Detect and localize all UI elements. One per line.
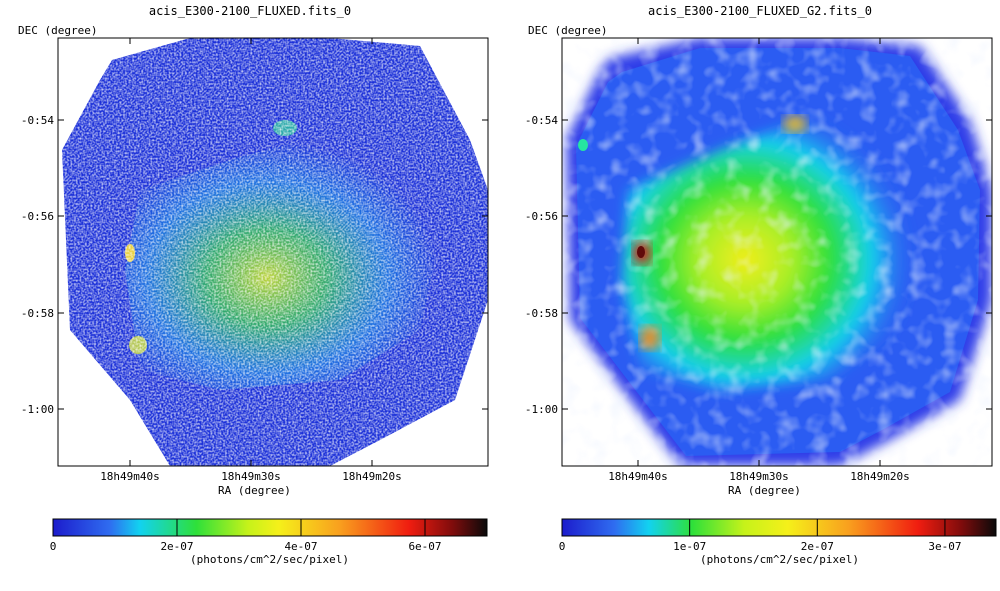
left-colorbar-tick-label: 6e-07 xyxy=(408,540,441,553)
right-x-axis: 18h49m40s 18h49m30s 18h49m20s xyxy=(608,38,910,483)
right-smoothed-texture xyxy=(562,38,992,466)
left-y-axis: -0:54 -0:56 -0:58 -1:00 xyxy=(21,114,488,416)
right-point-source xyxy=(578,139,588,151)
right-colorbar-tick-label: 1e-07 xyxy=(673,540,706,553)
right-y-axis: -0:54 -0:56 -0:58 -1:00 xyxy=(525,114,992,416)
right-y-tick-label: -1:00 xyxy=(525,403,558,416)
right-hotspot-3 xyxy=(783,116,807,132)
right-colorbar: 0 1e-07 2e-07 3e-07 xyxy=(559,518,997,553)
left-colorbar-tick-label: 2e-07 xyxy=(160,540,193,553)
left-image-plot[interactable]: -0:54-0:56-0:58-1:00 18h49m40s 18h49m30s 1… xyxy=(0,0,500,540)
right-x-tick-label: 18h49m30s xyxy=(729,470,789,483)
right-x-tick-label: 18h49m40s xyxy=(608,470,668,483)
right-colorbar-unit: (photons/cm^2/sec/pixel) xyxy=(700,553,859,566)
left-colorbar-unit: (photons/cm^2/sec/pixel) xyxy=(190,553,349,566)
right-colorbar-tick-label: 3e-07 xyxy=(928,540,961,553)
left-x-axis: 18h49m40s 18h49m30s 18h49m20s xyxy=(100,38,402,483)
right-hotspot-2 xyxy=(640,326,660,350)
left-colorbar: 0 2e-07 4e-07 6e-07 xyxy=(50,518,488,553)
left-y-tick-label: -0:56 xyxy=(21,210,54,223)
right-panel-title: acis_E300-2100_FLUXED_G2.fits_0 xyxy=(648,4,872,18)
left-noise-overlay xyxy=(58,38,488,466)
right-y-tick-label: -0:54 xyxy=(525,114,558,127)
left-x-axis-label: RA (degree) xyxy=(218,484,291,497)
left-y-axis-label: DEC (degree) xyxy=(18,24,98,37)
left-colorbar-tick-label: 0 xyxy=(50,540,57,553)
right-x-axis-label: RA (degree) xyxy=(728,484,801,497)
right-y-tick-label: -0:58 xyxy=(525,307,558,320)
right-hotspot-core xyxy=(637,246,645,258)
right-colorbar-tick-label: 2e-07 xyxy=(801,540,834,553)
right-image-panel: acis_E300-2100_FLUXED_G2.fits_0 DEC (deg… xyxy=(510,0,1000,591)
right-x-tick-label: 18h49m20s xyxy=(850,470,910,483)
left-plot-frame xyxy=(57,37,489,467)
right-colorbar-tick-label: 0 xyxy=(559,540,566,553)
right-plot-frame xyxy=(561,37,993,467)
right-y-tick-label: -0:56 xyxy=(525,210,558,223)
left-x-tick-label: 18h49m40s xyxy=(100,470,160,483)
left-y-tick-label: -1:00 xyxy=(21,403,54,416)
right-image-plot[interactable]: -0:54-0:56-0:58-1:00 18h49m40s 18h49m30s 1… xyxy=(510,0,1000,540)
left-x-tick-label: 18h49m30s xyxy=(221,470,281,483)
left-image-panel: acis_E300-2100_FLUXED.fits_0 DEC (degree… xyxy=(0,0,500,566)
right-y-axis-label: DEC (degree) xyxy=(528,24,608,37)
left-panel-title: acis_E300-2100_FLUXED.fits_0 xyxy=(148,4,352,18)
left-y-tick-label: -0:54 xyxy=(21,114,54,127)
left-colorbar-tick-label: 4e-07 xyxy=(284,540,317,553)
left-y-tick-label: -0:58 xyxy=(21,307,54,320)
left-x-tick-label: 18h49m20s xyxy=(342,470,402,483)
